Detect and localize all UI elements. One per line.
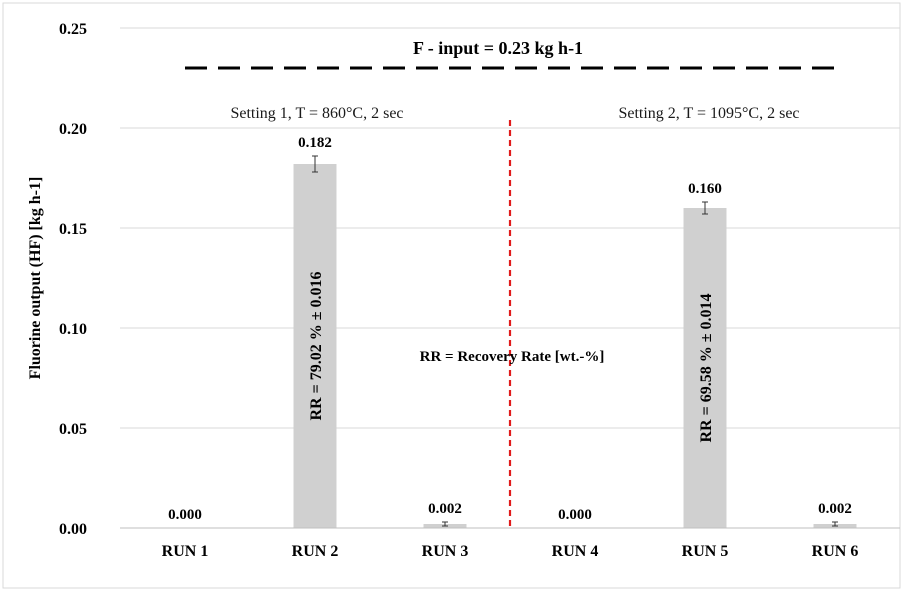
data-label: 0.160 xyxy=(688,181,722,197)
x-tick-label: RUN 3 xyxy=(422,543,469,560)
y-tick-label: 0.25 xyxy=(59,21,87,38)
y-tick-label: 0.05 xyxy=(59,421,87,438)
f-input-label: F - input = 0.23 kg h-1 xyxy=(413,38,583,58)
data-label: 0.002 xyxy=(428,501,462,517)
run-2-recovery-rate-label: RR = 79.02 % ± 0.016 xyxy=(308,271,325,420)
x-tick-label: RUN 6 xyxy=(812,543,859,560)
y-tick-label: 0.00 xyxy=(59,521,87,538)
setting-2-label: Setting 2, T = 1095°C, 2 sec xyxy=(618,105,799,122)
x-tick-label: RUN 1 xyxy=(162,543,209,560)
data-label: 0.002 xyxy=(818,501,852,517)
run-5-recovery-rate-label: RR = 69.58 % ± 0.014 xyxy=(698,293,715,442)
y-tick-label: 0.20 xyxy=(59,121,87,138)
y-tick-label: 0.15 xyxy=(59,221,87,238)
x-tick-label: RUN 4 xyxy=(552,543,599,560)
y-tick-labels: 0.00 0.05 0.10 0.15 0.20 0.25 xyxy=(59,21,87,538)
y-axis-title: Fluorine output (HF) [kg h-1] xyxy=(27,177,44,380)
x-tick-label: RUN 5 xyxy=(682,543,729,560)
data-label: 0.000 xyxy=(168,507,202,523)
grid xyxy=(120,27,900,429)
recovery-rate-note: RR = Recovery Rate [wt.-%] xyxy=(420,349,605,365)
setting-1-label: Setting 1, T = 860°C, 2 sec xyxy=(230,105,403,122)
data-label: 0.182 xyxy=(298,135,332,151)
data-labels: 0.000 0.182 0.002 0.000 0.160 0.002 xyxy=(168,135,852,523)
data-label: 0.000 xyxy=(558,507,592,523)
x-tick-labels: RUN 1 RUN 2 RUN 3 RUN 4 RUN 5 RUN 6 xyxy=(162,543,859,560)
x-tick-label: RUN 2 xyxy=(292,543,339,560)
bar xyxy=(683,208,727,528)
bar xyxy=(293,164,337,528)
y-tick-label: 0.10 xyxy=(59,321,87,338)
error-bars xyxy=(312,155,838,527)
